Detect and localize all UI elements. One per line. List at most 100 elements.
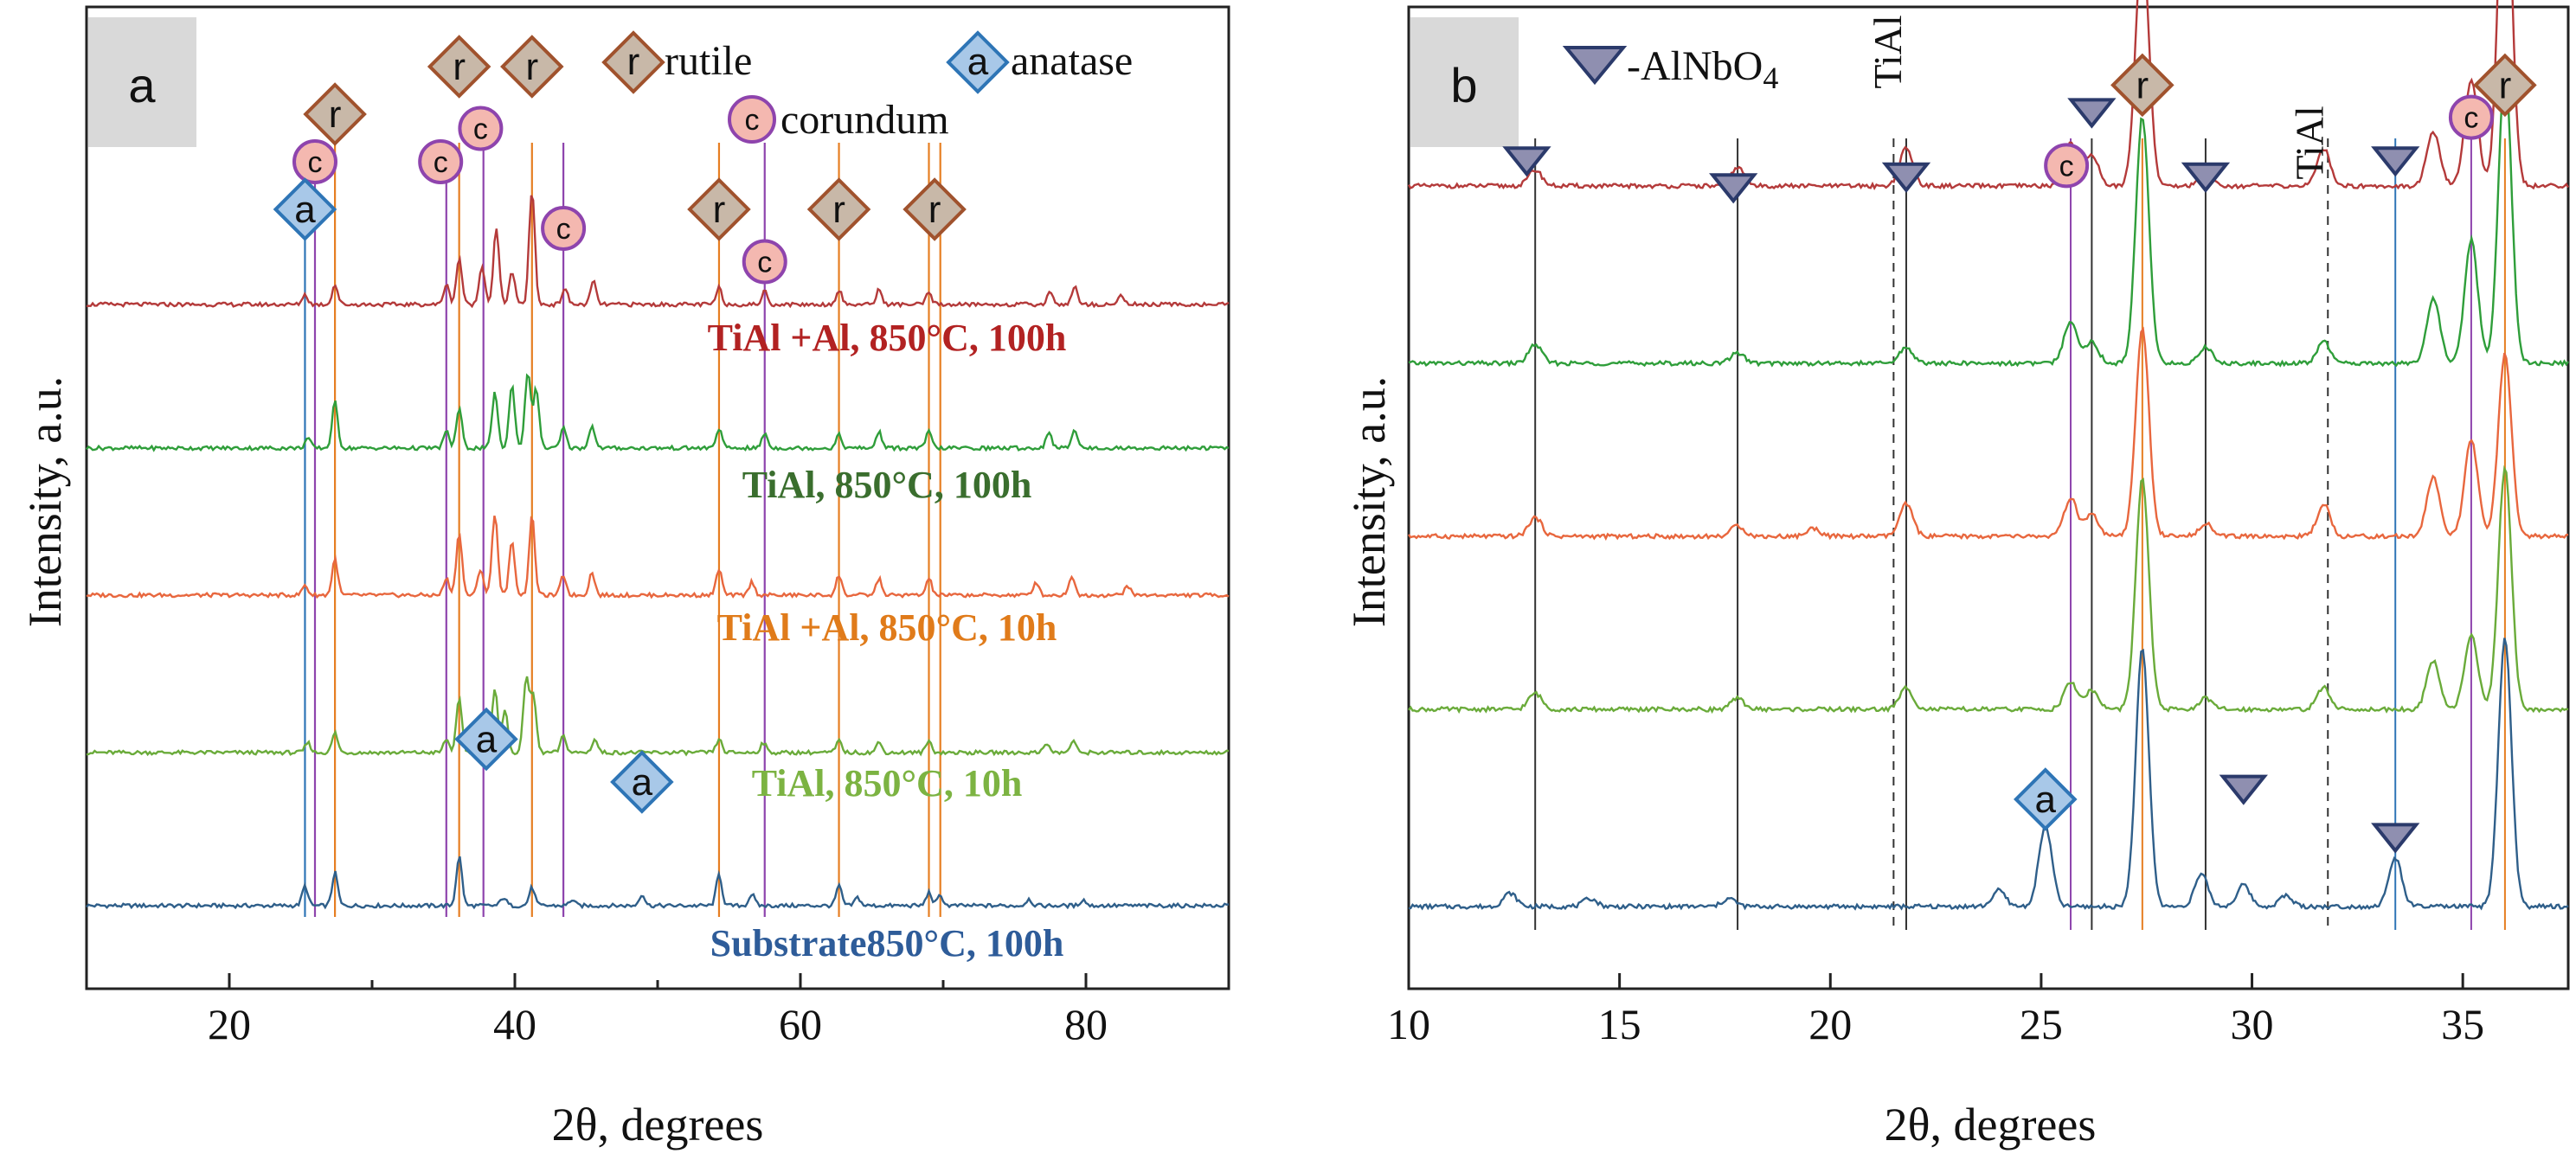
marker-letter: r [525,46,538,88]
alnbo4-triangle-icon [2219,774,2268,805]
panel-b-tick-label: 30 [2231,1000,2274,1048]
anatase-diamond-icon [610,750,674,814]
alnbo4-triangle-icon [2371,146,2420,177]
legend-corundum-letter: c [745,104,760,137]
corundum-circle-icon [2448,94,2494,140]
panel-b-frame [1407,5,2570,990]
rutile-diamond-icon [303,82,367,146]
panel-a-tick-label: 80 [1064,1000,1108,1048]
panel-b-tag: b [1450,58,1477,112]
marker-letter: r [713,189,726,231]
corundum-circle-icon [418,139,464,184]
panel-a-marker-circle: c [418,139,464,184]
alnbo4-triangle-icon [2067,98,2117,129]
panel-a-tick-label: 60 [779,1000,822,1048]
marker-letter: a [2035,779,2057,821]
marker-letter: a [294,189,316,231]
marker-letter: c [556,213,571,246]
rutile-diamond-icon [2110,53,2175,118]
marker-letter: c [473,113,488,146]
panel-b-marker-diamond: a [2014,767,2078,831]
panel-b-marker-triangle [1502,146,1551,177]
rutile-diamond-icon [500,35,564,99]
panel-b-series-line [1408,67,2569,368]
panel-b-tial-label: TiAl [2287,106,2331,179]
legend-anatase-diamond-icon [946,30,1010,94]
panel-b: b Intensity, a.u. 2θ, degrees 10 15 20 25 30… [1343,0,2570,1150]
panel-a-legend: r rutile a anatase c corundum [601,30,1133,144]
marker-letter: r [832,189,845,231]
marker-letter: c [434,146,448,179]
anatase-diamond-icon [2014,767,2078,831]
panel-a-series-label: TiAl +Al, 850°C, 100h [708,317,1067,359]
panel-b-marker-triangle [2181,162,2231,194]
panel-a-series-line [86,373,1230,452]
panel-b-series-line [1407,0,2570,190]
alnbo4-triangle-icon [2181,162,2231,194]
marker-letter: r [2499,64,2512,106]
panel-a-series-label: TiAl +Al, 850°C, 10h [717,606,1057,649]
panel-a-ylabel: Intensity, a.u. [19,376,71,627]
corundum-circle-icon [292,139,337,184]
marker-letter: a [632,761,653,804]
panel-b-ylabel: Intensity, a.u. [1343,376,1395,627]
panel-a-marker-diamond: a [454,707,518,772]
alnbo4-triangle-icon [1709,173,1758,204]
rutile-diamond-icon [806,177,871,241]
alnbo4-triangle-icon [2371,823,2420,854]
panel-a-marker-diamond: a [610,750,674,814]
anatase-diamond-icon [273,177,337,241]
panel-b-legend: -AlNbO4 [1562,43,1778,95]
panel-b-tag-bg [1410,17,1519,147]
panel-b-marker-circle: c [2448,94,2494,140]
marker-letter: r [2136,64,2149,106]
panel-b-marker-triangle [1709,173,1758,204]
panel-b-tial-labels: TiAl TiAl [1866,15,2331,179]
marker-letter: a [476,719,498,761]
legend-anatase: a anatase [946,30,1133,94]
legend-anatase-letter: a [967,41,989,83]
panel-a-marker-circle: c [742,239,787,285]
panel-b-series [1407,0,2570,911]
rutile-diamond-icon [427,35,491,99]
legend-alnbo4-subscript: 4 [1763,61,1778,95]
panel-b-marker-triangle [1881,162,1931,194]
legend-alnbo4-triangle-icon [1562,46,1628,86]
panel-a-marker-diamond: r [806,177,871,241]
panel-a-series-label: TiAl, 850°C, 100h [742,464,1032,506]
panel-a-marker-diamond: r [303,82,367,146]
marker-letter: r [329,93,342,136]
panel-b-reference-lines [1534,138,2506,930]
legend-rutile: r rutile [601,30,752,94]
panel-b-tick-label: 25 [2020,1000,2063,1048]
panel-b-tick-label: 20 [1808,1000,1852,1048]
panel-b-marker-triangle [2219,774,2268,805]
panel-a-marker-diamond: r [427,35,491,99]
panel-a-marker-diamond: r [903,177,967,241]
marker-letter: r [928,189,941,231]
panel-b-marker-circle: c [2044,143,2090,189]
marker-letter: c [757,247,772,279]
panel-a-series-line [86,856,1230,910]
panel-a-xlabel: 2θ, degrees [552,1099,764,1150]
marker-letter: c [2464,102,2478,135]
panel-a-series-line [86,195,1230,309]
rutile-diamond-icon [903,177,967,241]
panel-b-marker-triangle [2371,823,2420,854]
panel-a-marker-circle: c [541,206,587,251]
anatase-diamond-icon [454,707,518,772]
legend-alnbo4-label: -AlNbO4 [1627,43,1778,95]
panel-a-marker-diamond: r [500,35,564,99]
panel-b-series-line [1409,638,2569,911]
corundum-circle-icon [541,206,587,251]
legend-corundum: c corundum [728,95,949,144]
legend-alnbo4-prefix: -AlNbO [1627,43,1763,89]
panel-a-frame [85,5,1230,990]
panel-b-tick-label: 35 [2441,1000,2484,1048]
panel-a-marker-diamond: a [273,177,337,241]
panel-b-marker-triangle [2371,146,2420,177]
panel-a-series-labels: Substrate850°C, 100h TiAl, 850°C, 10h TiAl… [708,317,1067,965]
